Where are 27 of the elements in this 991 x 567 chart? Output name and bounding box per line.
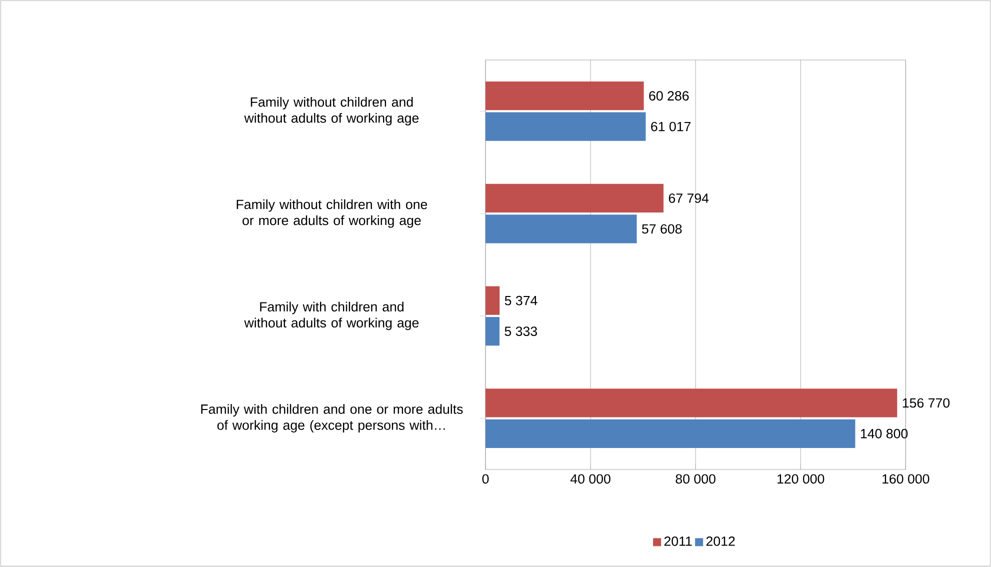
data-label: 156 770	[902, 398, 950, 408]
x-tick-label: 0	[482, 474, 489, 484]
data-label: 140 800	[860, 429, 908, 438]
data-label: 67 794	[668, 194, 709, 204]
data-label: 57 608	[642, 224, 682, 234]
bar	[486, 184, 664, 213]
legend-label: 2011	[664, 536, 692, 546]
data-label: 5 374	[504, 296, 538, 306]
bar	[486, 82, 644, 110]
bar	[486, 419, 856, 448]
bar	[486, 388, 898, 418]
x-tick-label: 120 000	[778, 474, 824, 484]
data-label: 5 333	[504, 326, 537, 336]
x-tick-label: 80 000	[676, 474, 716, 484]
bar	[486, 317, 500, 346]
bar	[486, 112, 646, 141]
legend-label: 2012	[706, 536, 735, 546]
bar	[486, 286, 500, 315]
bar	[486, 214, 637, 244]
x-tick-label: 40 000	[570, 474, 610, 484]
data-label: 60 286	[649, 91, 689, 101]
x-tick-label: 160 000	[882, 474, 930, 484]
y-tick-label: Family without children and without adults of working age	[244, 97, 419, 126]
y-tick-label: Family without children with one or more adults of working age	[236, 199, 428, 228]
y-tick-label: Family with children and without adults of working age	[244, 302, 419, 330]
y-tick-label: Family with children and one or more adults of working age (except persons with…	[201, 404, 463, 433]
data-label: 61 017	[651, 122, 691, 132]
